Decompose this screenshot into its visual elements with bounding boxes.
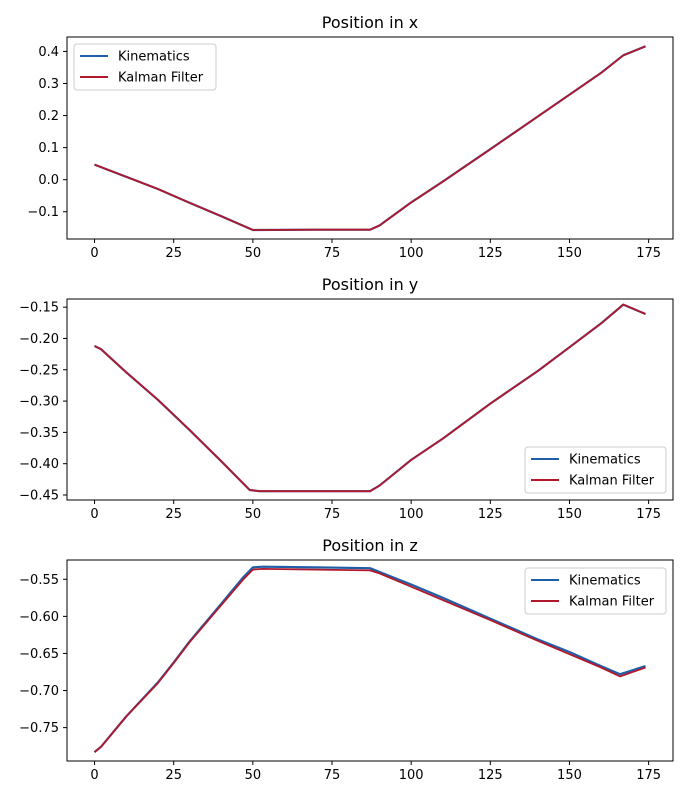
y-tick-label: −0.15 (19, 301, 59, 316)
x-tick-label: 175 (636, 768, 661, 783)
subplot-2: Position in y 0 25 50 75 100 125 150 175 −0.45 −0.… (19, 275, 674, 522)
plot-area-frame (66, 559, 674, 762)
series-line-kalman-filter (94, 45, 646, 231)
y-tick-label: 0.4 (38, 45, 59, 60)
y-tick-label: −0.25 (19, 363, 59, 378)
plot-area-frame (66, 298, 674, 501)
y-tick-label: −0.55 (19, 573, 59, 588)
y-tick-label: −0.30 (19, 395, 59, 410)
x-tick-label: 25 (165, 246, 182, 261)
x-tick-label: 100 (399, 507, 424, 522)
y-tick-label: −0.20 (19, 332, 59, 347)
x-tick-label: 100 (399, 246, 424, 261)
legend-box (73, 43, 217, 91)
x-tick-label: 50 (245, 507, 262, 522)
legend: Kinematics Kalman Filter (524, 567, 667, 615)
legend: Kinematics Kalman Filter (524, 446, 667, 494)
y-tick-label: −0.70 (19, 684, 59, 699)
x-tick-label: 150 (557, 768, 582, 783)
x-tick-label: 0 (90, 246, 98, 261)
chart-title: Position in z (322, 536, 417, 555)
chart-title: Position in x (322, 13, 419, 32)
x-tick-label: 25 (165, 768, 182, 783)
x-tick-label: 125 (478, 507, 503, 522)
legend-label: Kalman Filter (569, 474, 655, 489)
chart-title: Position in y (322, 275, 419, 294)
x-tick-label: 0 (90, 768, 98, 783)
legend-box (524, 446, 667, 494)
x-tick-label: 75 (324, 246, 341, 261)
y-tick-label: 0.2 (38, 109, 59, 124)
y-tick-label: −0.1 (27, 205, 59, 220)
legend-label: Kinematics (569, 574, 641, 589)
x-tick-label: 25 (165, 507, 182, 522)
legend-label: Kalman Filter (118, 71, 204, 86)
plot-area-frame (66, 36, 674, 240)
x-tick-label: 175 (636, 246, 661, 261)
y-tick-label: −0.65 (19, 647, 59, 662)
y-tick-label: −0.60 (19, 610, 59, 625)
y-tick-label: 0.1 (38, 141, 59, 156)
y-tick-label: −0.35 (19, 426, 59, 441)
y-tick-label: −0.75 (19, 721, 59, 736)
legend-label: Kalman Filter (569, 595, 655, 610)
legend-label: Kinematics (569, 453, 641, 468)
x-tick-label: 100 (399, 768, 424, 783)
subplot-1: Position in x 0 25 50 75 100 125 150 175 −0.1 0.0 0… (27, 13, 674, 261)
legend: Kinematics Kalman Filter (73, 43, 217, 91)
x-tick-label: 125 (478, 768, 503, 783)
x-tick-label: 175 (636, 507, 661, 522)
y-tick-label: −0.45 (19, 488, 59, 503)
legend-box (524, 567, 667, 615)
x-tick-label: 50 (245, 246, 262, 261)
x-tick-label: 125 (478, 246, 503, 261)
y-tick-label: 0.3 (38, 77, 59, 92)
y-tick-label: 0.0 (38, 173, 59, 188)
x-tick-label: 150 (557, 507, 582, 522)
subplot-3: Position in z 0 25 50 75 100 125 150 175 −0.75 −0.… (19, 536, 674, 783)
y-tick-label: −0.40 (19, 457, 59, 472)
series-line-kalman-filter (93, 568, 646, 753)
x-tick-label: 75 (324, 507, 341, 522)
x-tick-label: 150 (557, 246, 582, 261)
legend-label: Kinematics (118, 50, 190, 65)
x-tick-label: 75 (324, 768, 341, 783)
x-tick-label: 50 (245, 768, 262, 783)
x-tick-label: 0 (90, 507, 98, 522)
series-line-kalman-filter (94, 303, 646, 493)
